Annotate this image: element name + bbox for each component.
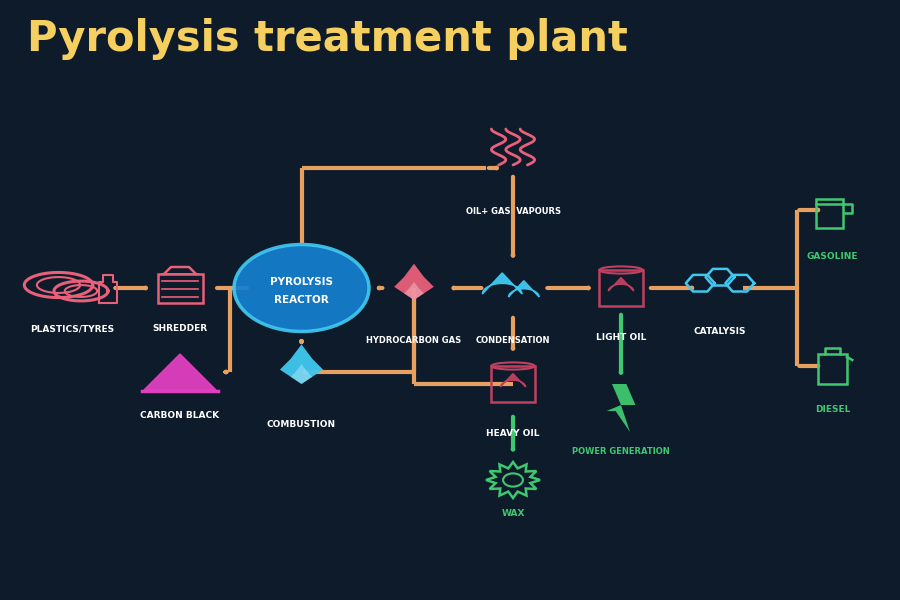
Text: SHREDDER: SHREDDER — [152, 324, 208, 333]
Polygon shape — [607, 384, 635, 432]
Text: GASOLINE: GASOLINE — [806, 252, 859, 261]
Text: LIGHT OIL: LIGHT OIL — [596, 333, 646, 342]
Text: REACTOR: REACTOR — [274, 295, 328, 305]
Text: PYROLYSIS: PYROLYSIS — [270, 277, 333, 287]
Text: DIESEL: DIESEL — [814, 405, 850, 414]
Text: CATALYSIS: CATALYSIS — [694, 327, 746, 336]
Text: WAX: WAX — [501, 509, 525, 518]
Text: PLASTICS/TYRES: PLASTICS/TYRES — [30, 324, 114, 333]
Polygon shape — [608, 278, 634, 291]
Text: POWER GENERATION: POWER GENERATION — [572, 447, 670, 456]
Polygon shape — [404, 282, 424, 300]
Polygon shape — [394, 263, 434, 300]
Polygon shape — [291, 364, 312, 384]
Text: CARBON BLACK: CARBON BLACK — [140, 411, 220, 420]
Bar — [818, 354, 847, 384]
Polygon shape — [482, 273, 522, 294]
Polygon shape — [500, 374, 526, 387]
Polygon shape — [508, 281, 539, 297]
Text: HYDROCARBON GAS: HYDROCARBON GAS — [366, 336, 462, 345]
Ellipse shape — [234, 245, 369, 331]
Text: CONDENSATION: CONDENSATION — [476, 336, 550, 345]
Polygon shape — [144, 354, 216, 390]
Bar — [599, 270, 643, 306]
Text: COMBUSTION: COMBUSTION — [267, 420, 336, 429]
Bar — [491, 366, 535, 402]
Text: Pyrolysis treatment plant: Pyrolysis treatment plant — [27, 18, 628, 60]
Polygon shape — [280, 344, 323, 384]
Text: OIL+ GAS  VAPOURS: OIL+ GAS VAPOURS — [465, 207, 561, 216]
Bar — [158, 274, 202, 303]
Bar — [816, 199, 843, 228]
Text: HEAVY OIL: HEAVY OIL — [486, 429, 540, 438]
